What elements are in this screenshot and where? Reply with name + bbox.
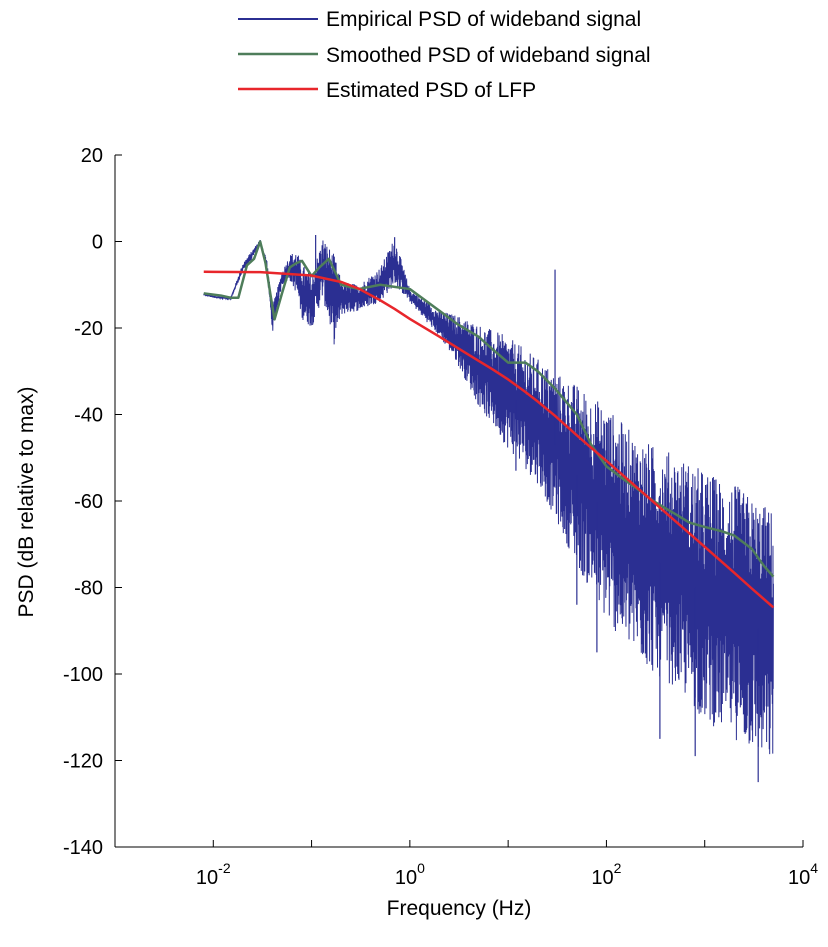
legend-label-smoothed: Smoothed PSD of wideband signal [326, 44, 651, 67]
x-tick-base: 10 [395, 867, 417, 889]
x-tick-exponent: 4 [810, 860, 818, 876]
axes: 200-20-40-60-80-100-120-140 10-2 100 102 10… [63, 145, 818, 889]
x-ticks: 10-2 100 102 104 [114, 840, 818, 889]
y-axis-label: PSD (dB relative to max) [15, 386, 38, 617]
series-estimated-lfp-psd [203, 270, 775, 609]
y-tick-label: -120 [63, 751, 103, 773]
y-ticks: 20 0 -20 -40 -60 -80 -100 -120 -140 [63, 145, 122, 859]
x-tick-base: 10 [788, 867, 810, 889]
y-tick-label: -140 [63, 837, 103, 859]
x-tick-exponent: 0 [417, 860, 425, 876]
x-tick-exponent: -2 [218, 860, 231, 876]
x-tick-exponent: 2 [614, 860, 622, 876]
x-axis-label: Frequency (Hz) [387, 897, 532, 920]
y-tick-label: 0 [92, 232, 103, 254]
x-tick-label: 100 [395, 860, 425, 889]
x-tick-base: 10 [591, 867, 613, 889]
series-empirical-psd [203, 239, 774, 755]
y-tick-label: -40 [74, 405, 103, 427]
y-tick-label: -80 [74, 578, 103, 600]
y-tick-label: -100 [63, 664, 103, 686]
y-tick-label: -60 [74, 491, 103, 513]
x-tick-base: 10 [196, 867, 218, 889]
legend: Empirical PSD of wideband signal Smoothe… [238, 8, 651, 102]
x-tick-label: 10-2 [196, 860, 231, 889]
y-tick-label: -20 [74, 318, 103, 340]
legend-label-estimated: Estimated PSD of LFP [326, 79, 536, 102]
series-smoothed-psd [203, 240, 775, 578]
x-tick-label: 104 [788, 860, 818, 889]
y-tick-label: 20 [81, 145, 103, 167]
plot-area [203, 235, 775, 783]
x-tick-label: 102 [591, 860, 621, 889]
legend-label-empirical: Empirical PSD of wideband signal [326, 8, 641, 31]
